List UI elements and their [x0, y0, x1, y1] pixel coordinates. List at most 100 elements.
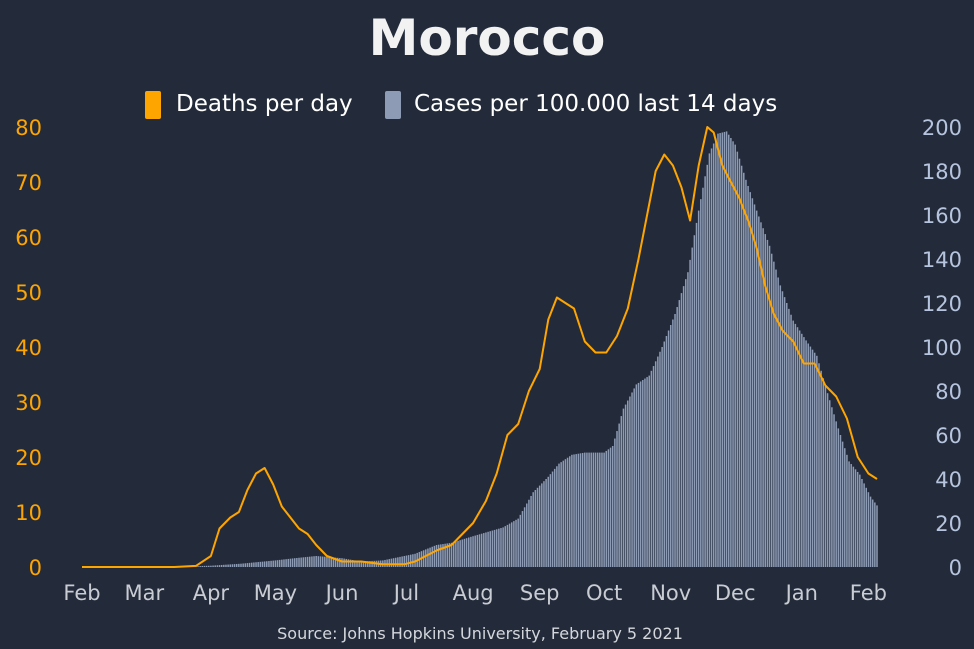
case-bar — [775, 269, 777, 567]
case-bar — [751, 198, 754, 567]
case-bar — [431, 546, 433, 567]
case-bar — [397, 557, 399, 567]
case-bar — [852, 466, 855, 567]
case-bar — [388, 559, 390, 567]
case-bar — [758, 216, 760, 567]
left-tick-label: 60 — [15, 226, 42, 250]
case-bar — [263, 561, 266, 567]
legend: Deaths per day Cases per 100.000 last 14… — [145, 91, 777, 119]
left-tick-label: 70 — [15, 171, 42, 195]
x-tick-label: Jan — [784, 581, 818, 605]
case-bar — [390, 558, 393, 567]
legend-swatch-deaths — [145, 91, 161, 119]
case-bar — [274, 560, 277, 567]
case-bar — [672, 319, 674, 567]
case-bar — [336, 557, 339, 567]
case-bar — [394, 557, 397, 567]
case-bar — [648, 375, 650, 567]
case-bar — [575, 454, 577, 567]
case-bar — [790, 314, 792, 567]
case-bar — [581, 452, 584, 567]
case-bar — [584, 452, 586, 567]
case-bar — [706, 164, 708, 567]
case-bar — [214, 565, 216, 567]
left-axis-ticks: 0 10 20 30 40 50 60 70 80 — [15, 116, 42, 580]
case-bar — [444, 543, 446, 567]
case-bar — [846, 454, 848, 567]
case-bar — [562, 460, 565, 567]
deaths-line — [82, 126, 878, 568]
case-bar — [328, 557, 330, 567]
case-bar — [807, 343, 809, 567]
case-bar — [566, 457, 569, 567]
case-bar — [324, 556, 326, 567]
case-bar — [489, 531, 491, 567]
case-bar — [330, 557, 332, 567]
case-bar — [609, 447, 612, 567]
case-bar — [225, 564, 227, 567]
case-bar — [637, 382, 640, 567]
case-bar — [515, 519, 517, 567]
x-tick-label: Nov — [650, 581, 691, 605]
case-bar — [712, 143, 715, 567]
case-bar — [620, 416, 623, 567]
case-bar — [639, 381, 642, 567]
x-tick-label: Jul — [392, 581, 419, 605]
case-bar — [549, 474, 552, 567]
case-bar — [235, 563, 238, 567]
case-bar — [811, 349, 814, 567]
case-bar — [461, 539, 464, 567]
case-bar — [289, 558, 292, 567]
case-bar — [828, 400, 831, 567]
case-bar — [227, 564, 229, 567]
case-bar — [457, 540, 459, 567]
case-bar — [777, 277, 779, 567]
case-bar — [528, 499, 530, 567]
case-bar — [809, 346, 812, 567]
case-bar — [498, 528, 500, 567]
case-bar — [315, 556, 317, 567]
case-bar — [483, 533, 485, 567]
case-bar — [693, 235, 696, 568]
case-bar — [510, 522, 513, 567]
case-bar — [663, 341, 666, 567]
case-bar — [854, 469, 857, 567]
case-bar — [412, 554, 414, 567]
case-bar — [859, 474, 861, 567]
case-bar — [250, 562, 253, 567]
case-bar — [296, 557, 298, 567]
case-bar — [351, 560, 354, 567]
case-bar — [676, 307, 678, 567]
right-tick-label: 80 — [935, 380, 962, 404]
case-bar — [876, 505, 878, 567]
case-bar — [659, 351, 661, 567]
case-bar — [861, 479, 863, 567]
case-bar — [427, 548, 429, 567]
case-bar — [326, 556, 328, 567]
legend-swatch-cases — [385, 91, 401, 119]
case-bar — [558, 463, 560, 567]
case-bar — [229, 564, 231, 567]
case-bar — [607, 449, 610, 567]
case-bar — [401, 556, 403, 567]
right-tick-label: 60 — [935, 424, 962, 448]
case-bar — [216, 565, 219, 567]
case-bar — [798, 330, 801, 567]
case-bar — [697, 210, 700, 567]
case-bar — [680, 293, 683, 567]
case-bar — [513, 521, 515, 567]
case-bar — [590, 452, 592, 567]
case-bar — [652, 366, 655, 567]
case-bar — [704, 176, 706, 567]
case-bar — [727, 134, 730, 567]
cases-bars — [165, 131, 878, 568]
x-tick-label: May — [254, 581, 297, 605]
case-bar — [345, 558, 348, 567]
case-bar — [339, 558, 341, 567]
case-bar — [313, 556, 315, 567]
case-bar — [768, 245, 771, 568]
case-bar — [644, 378, 646, 567]
legend-label-deaths: Deaths per day — [176, 91, 353, 117]
case-bar — [794, 323, 797, 567]
case-bar — [455, 541, 457, 567]
